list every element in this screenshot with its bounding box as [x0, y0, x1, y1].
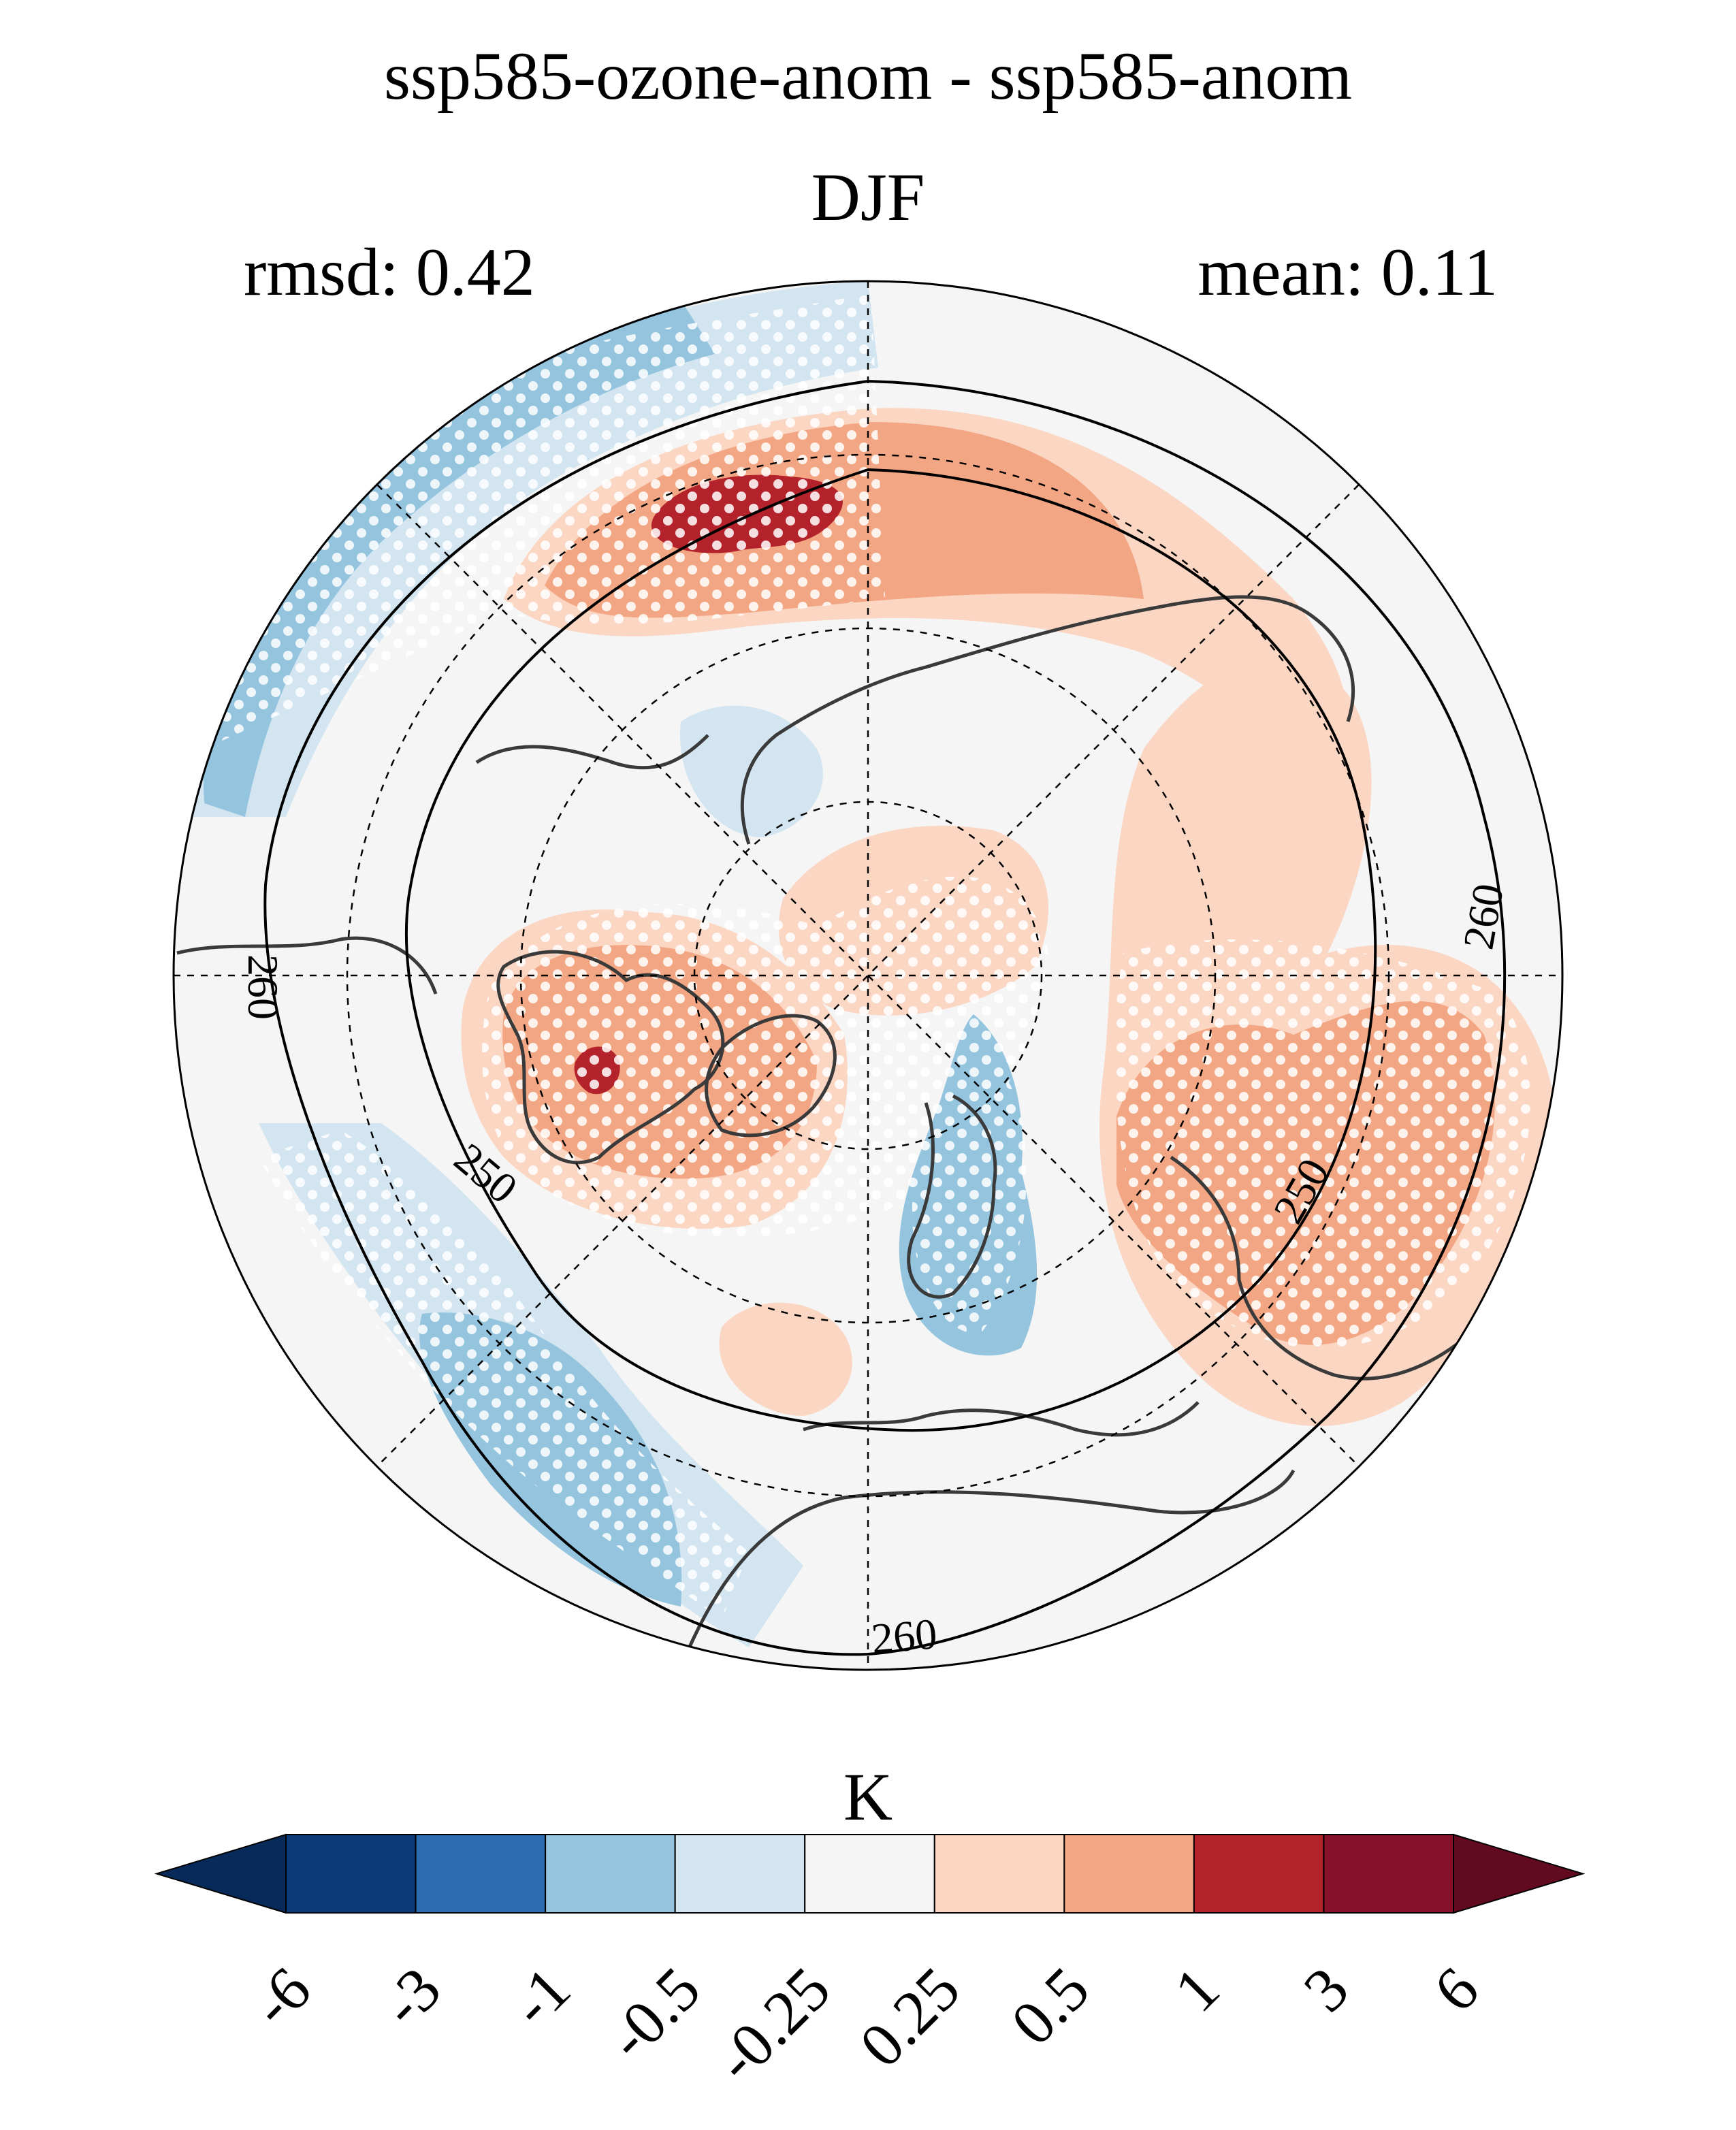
colorbar-segment — [1193, 1834, 1325, 1914]
map-boundary — [172, 280, 1564, 1671]
contour-260 — [263, 379, 1507, 1656]
significance-stippling — [204, 293, 1530, 1620]
rmsd-label: rmsd: 0.42 — [244, 234, 535, 310]
colorbar-segment — [285, 1834, 417, 1914]
colorbar-segment — [415, 1834, 547, 1914]
graticule — [174, 281, 1562, 1670]
contour-label: 260 — [1454, 880, 1513, 953]
colorbar-tick-label: 0.25 — [846, 1953, 973, 2080]
colorbar-tick-label: 1 — [1161, 1953, 1232, 2025]
colorbar-tick-label: 3 — [1290, 1953, 1362, 2025]
colorbar-segment — [674, 1834, 806, 1914]
coastlines — [176, 595, 1485, 1668]
coastline-alaska — [475, 734, 709, 770]
coastline-americas-west — [176, 936, 438, 995]
coastline-asia-east — [1170, 1155, 1485, 1381]
colorbar-tick-label: 0.5 — [997, 1953, 1103, 2059]
anomaly-region-blue-siberia — [679, 705, 823, 837]
colorbar-extend-max — [1453, 1833, 1586, 1914]
coastline-north-america — [496, 950, 725, 1165]
colorbar-segment — [933, 1834, 1065, 1914]
colorbar-segment — [545, 1834, 676, 1914]
contour-lines — [263, 379, 1507, 1656]
colorbar-tick-label: 6 — [1420, 1953, 1492, 2025]
coastline-europe-south — [803, 1401, 1200, 1437]
colorbar — [154, 1833, 1586, 1914]
contour-250 — [405, 468, 1377, 1432]
colorbar-segment — [804, 1834, 935, 1914]
colorbar-tick-label: -3 — [368, 1953, 454, 2040]
coastline-scandinavia — [907, 1094, 997, 1299]
anomaly-region-red-mediterranean — [719, 1302, 852, 1416]
colorbar-tick-label: -1 — [497, 1953, 584, 2040]
coastline-greenland — [705, 1014, 837, 1137]
contour-label: 260 — [239, 954, 287, 1020]
coastline-africa — [679, 1469, 1296, 1668]
coastline-eurasia-north — [740, 595, 1355, 845]
season-label: DJF — [811, 159, 925, 235]
colorbar-segment — [1323, 1834, 1455, 1914]
colorbar-tick-label: -0.25 — [701, 1953, 843, 2095]
colorbar-extend-min — [154, 1833, 287, 1914]
mean-label: mean: 0.11 — [1197, 234, 1498, 310]
colorbar-tick-label: -0.5 — [594, 1953, 713, 2073]
anomaly-region-blue-west — [177, 281, 878, 817]
colorbar-unit-label: K — [843, 1759, 893, 1835]
contour-label: 260 — [869, 1609, 939, 1663]
colorbar-segment — [1063, 1834, 1195, 1914]
plot-title: ssp585-ozone-anom - ssp585-anom — [384, 38, 1352, 114]
colorbar-tick-label: -6 — [238, 1953, 325, 2040]
